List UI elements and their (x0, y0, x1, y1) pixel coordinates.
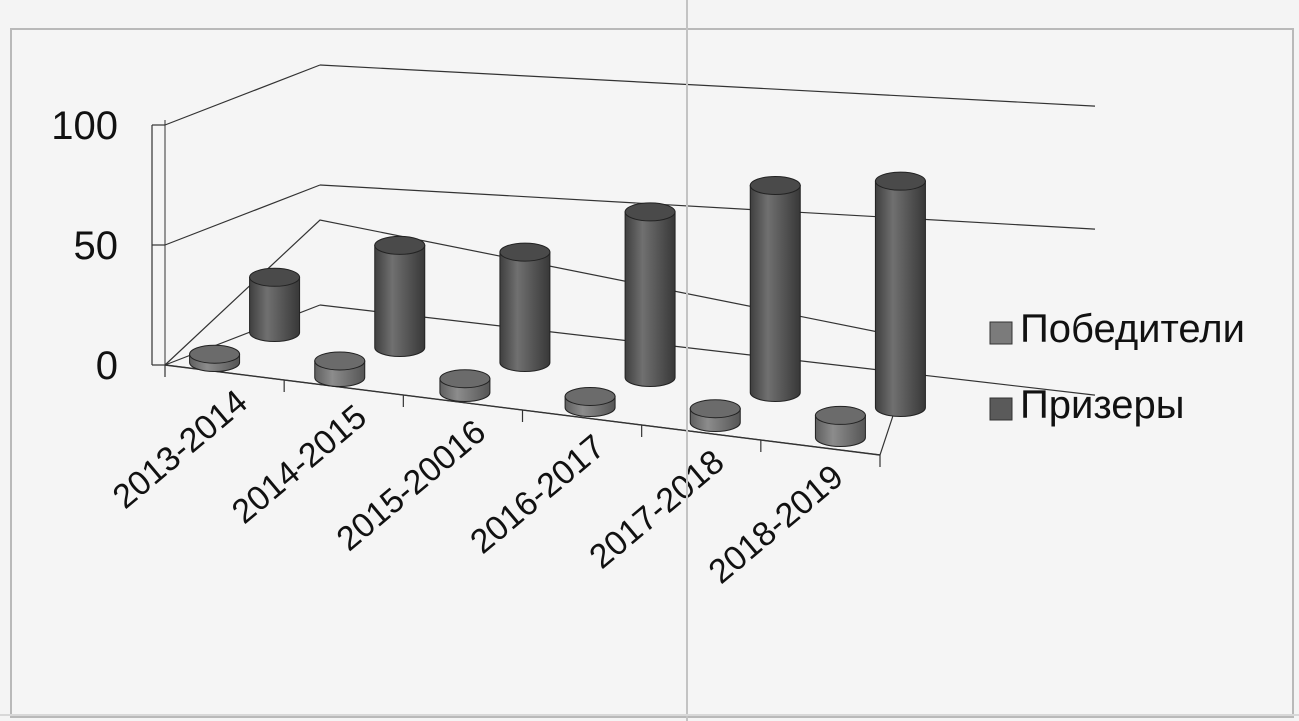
bar-top (624, 202, 676, 222)
bar-body (249, 276, 301, 342)
bar-top (439, 369, 491, 389)
bar-top (749, 176, 801, 195)
bar-top (874, 171, 926, 191)
bar-body (749, 185, 801, 402)
bar-Победители-2015-20016 (439, 369, 491, 402)
y-tick-label: 100 (51, 104, 118, 148)
legend-swatch (989, 321, 1013, 345)
bar-Призеры-2018-2019 (874, 171, 926, 417)
bar-Победители-2017-2018 (689, 399, 741, 432)
bar-Призеры-2017-2018 (749, 176, 801, 402)
gridline-left (164, 184, 321, 246)
bar-top (499, 242, 551, 262)
scan-line-bottom (0, 714, 1299, 716)
y-tick-label: 50 (74, 224, 119, 268)
bar-Победители-2018-2019 (814, 405, 866, 447)
gridline-back (319, 64, 1096, 107)
bar-top (374, 235, 426, 255)
legend-label: Призеры (1020, 383, 1184, 427)
bar-Призеры-2013-2014 (249, 267, 301, 342)
bar-top (249, 267, 301, 287)
bar-top (814, 405, 866, 425)
bar-body (374, 244, 426, 357)
bar-Призеры-2014-2015 (374, 235, 426, 357)
bar-body (874, 180, 926, 417)
bar-top (189, 344, 241, 364)
bar-Победители-2016-2017 (564, 386, 616, 417)
legend-swatch (989, 397, 1013, 421)
bar-top (564, 386, 616, 406)
bar-top (314, 351, 366, 371)
gridline-back (319, 304, 1096, 396)
legend-label: Победители (1020, 307, 1245, 351)
y-tick-label: 0 (96, 344, 118, 388)
bar-Призеры-2015-20016 (499, 242, 551, 372)
bar-Победители-2014-2015 (314, 351, 366, 387)
bar-body (624, 211, 676, 387)
bar-Призеры-2016-2017 (624, 202, 676, 387)
gridline-back (319, 184, 1096, 230)
bar-body (499, 251, 551, 372)
bar-Победители-2013-2014 (189, 344, 241, 372)
scan-line (686, 0, 688, 721)
gridline-left (164, 64, 321, 126)
bar-top (689, 399, 741, 419)
